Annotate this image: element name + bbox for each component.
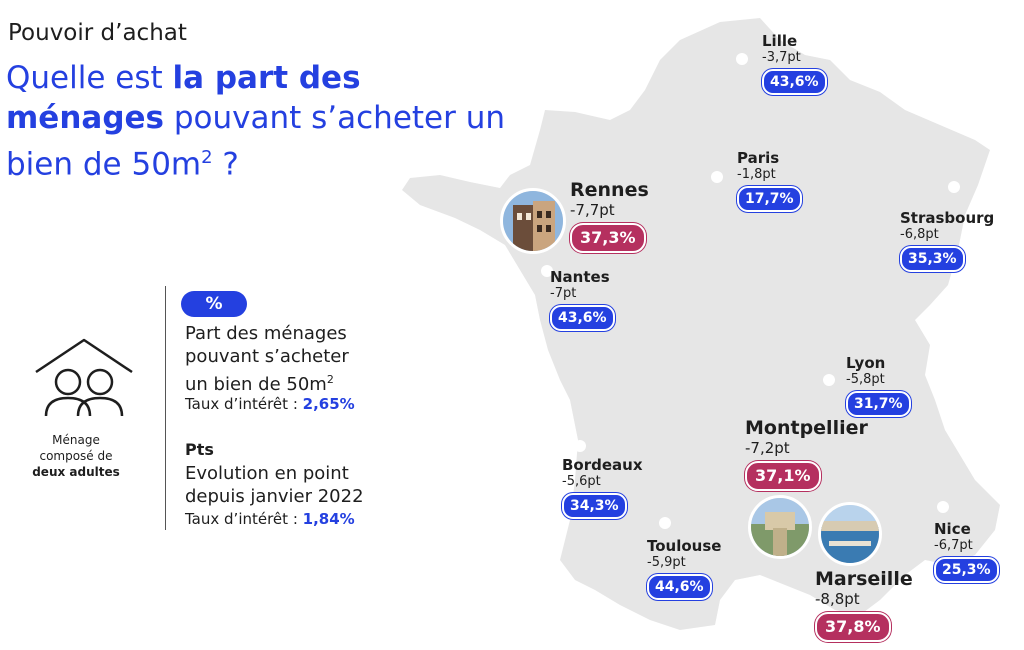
city-share-badge: 37,3% (570, 223, 646, 253)
household-icon (35, 338, 133, 417)
city-name: Marseille (815, 568, 913, 590)
city-name: Lille (762, 32, 798, 50)
city-dot-strasbourg (948, 181, 960, 193)
city-delta: -6,7pt (934, 538, 973, 553)
city-delta: -5,6pt (562, 474, 601, 489)
city-delta: -8,8pt (815, 590, 860, 608)
city-delta: -7pt (550, 286, 577, 301)
city-name: Toulouse (647, 537, 722, 555)
percent-pill: % (181, 291, 247, 317)
city-rennes: Rennes -7,7pt 37,3% (570, 179, 649, 253)
city-delta: -6,8pt (900, 227, 939, 242)
city-share-badge: 17,7% (737, 186, 802, 212)
household-caption: Ménage composé de deux adultes (20, 432, 132, 480)
city-name: Montpellier (745, 417, 868, 439)
pts-label: Pts (185, 440, 214, 459)
city-share-badge: 34,3% (562, 493, 627, 519)
france-outline (402, 18, 1000, 630)
city-nantes: Nantes -7pt 43,6% (550, 268, 615, 331)
rate-label-2: Taux d’intérêt : (185, 510, 303, 528)
rennes-photo (500, 188, 566, 254)
city-share-badge: 31,7% (846, 391, 911, 417)
headline-bold: la part des ménages (6, 60, 361, 136)
pct-desc-line2: pouvant s’acheter (185, 346, 349, 367)
pct-desc-line3: un bien de 50m2 (185, 368, 334, 396)
city-dot-paris (711, 171, 723, 183)
kicker: Pouvoir d’achat (8, 20, 187, 46)
city-share-badge: 37,1% (745, 461, 821, 491)
city-toulouse: Toulouse -5,9pt 44,6% (647, 537, 721, 600)
headline-part1: Quelle est (6, 60, 173, 96)
rate-line-1: Taux d’intérêt : 2,65% (185, 395, 355, 413)
city-name: Lyon (846, 354, 886, 372)
rate-line-2: Taux d’intérêt : 1,84% (185, 510, 355, 528)
city-share-badge: 43,6% (550, 305, 615, 331)
city-montpellier: Montpellier -7,2pt 37,1% (745, 417, 868, 491)
pct-desc-line3-text: un bien de 50m (185, 374, 327, 395)
pct-desc-sup: 2 (326, 373, 334, 386)
city-delta: -7,7pt (570, 201, 615, 219)
rate-label-1: Taux d’intérêt : (185, 395, 303, 413)
city-dot-bordeaux (574, 440, 586, 452)
household-line1: Ménage (52, 433, 100, 447)
city-lille: Lille -3,7pt 43,6% (762, 32, 827, 95)
city-dot-toulouse (659, 517, 671, 529)
city-name: Paris (737, 149, 780, 167)
city-strasbourg: Strasbourg -6,8pt 35,3% (900, 209, 994, 272)
city-paris: Paris -1,8pt 17,7% (737, 149, 802, 212)
legend-divider (165, 286, 166, 530)
city-delta: -7,2pt (745, 439, 790, 457)
pts-desc-line2: depuis janvier 2022 (185, 486, 364, 507)
headline: Quelle est la part des ménages pouvant s… (6, 58, 526, 184)
city-dot-lyon (823, 374, 835, 386)
city-delta: -5,8pt (846, 372, 885, 387)
headline-end: ? (212, 146, 239, 183)
city-marseille: Marseille -8,8pt 37,8% (815, 568, 913, 642)
city-bordeaux: Bordeaux -5,6pt 34,3% (562, 456, 643, 519)
city-name: Strasbourg (900, 209, 995, 227)
city-lyon: Lyon -5,8pt 31,7% (846, 354, 911, 417)
city-share-badge: 44,6% (647, 574, 712, 600)
city-name: Rennes (570, 179, 649, 201)
city-dot-lille (736, 53, 748, 65)
marseille-photo (818, 502, 882, 566)
city-name: Bordeaux (562, 456, 643, 474)
city-share-badge: 43,6% (762, 69, 827, 95)
city-dot-nice (937, 501, 949, 513)
city-delta: -3,7pt (762, 50, 801, 65)
city-share-badge: 35,3% (900, 246, 965, 272)
city-nice: Nice -6,7pt 25,3% (934, 520, 999, 583)
city-delta: -1,8pt (737, 167, 776, 182)
headline-sup: 2 (201, 147, 213, 168)
pct-desc-line1: Part des ménages (185, 323, 347, 344)
city-dot-nantes (541, 265, 553, 277)
city-share-badge: 37,8% (815, 612, 891, 642)
city-share-badge: 25,3% (934, 557, 999, 583)
pts-desc-line1: Evolution en point (185, 463, 349, 484)
household-bold: deux adultes (32, 465, 120, 479)
headline-part2: pouvant s’acheter un bien de 50m (6, 100, 506, 183)
city-delta: -5,9pt (647, 555, 686, 570)
city-name: Nantes (550, 268, 610, 286)
household-line2: composé de (39, 449, 113, 463)
rate-value-2: 1,84% (302, 510, 355, 528)
city-name: Nice (934, 520, 971, 538)
montpellier-photo (748, 495, 812, 559)
rate-value-1: 2,65% (302, 395, 355, 413)
